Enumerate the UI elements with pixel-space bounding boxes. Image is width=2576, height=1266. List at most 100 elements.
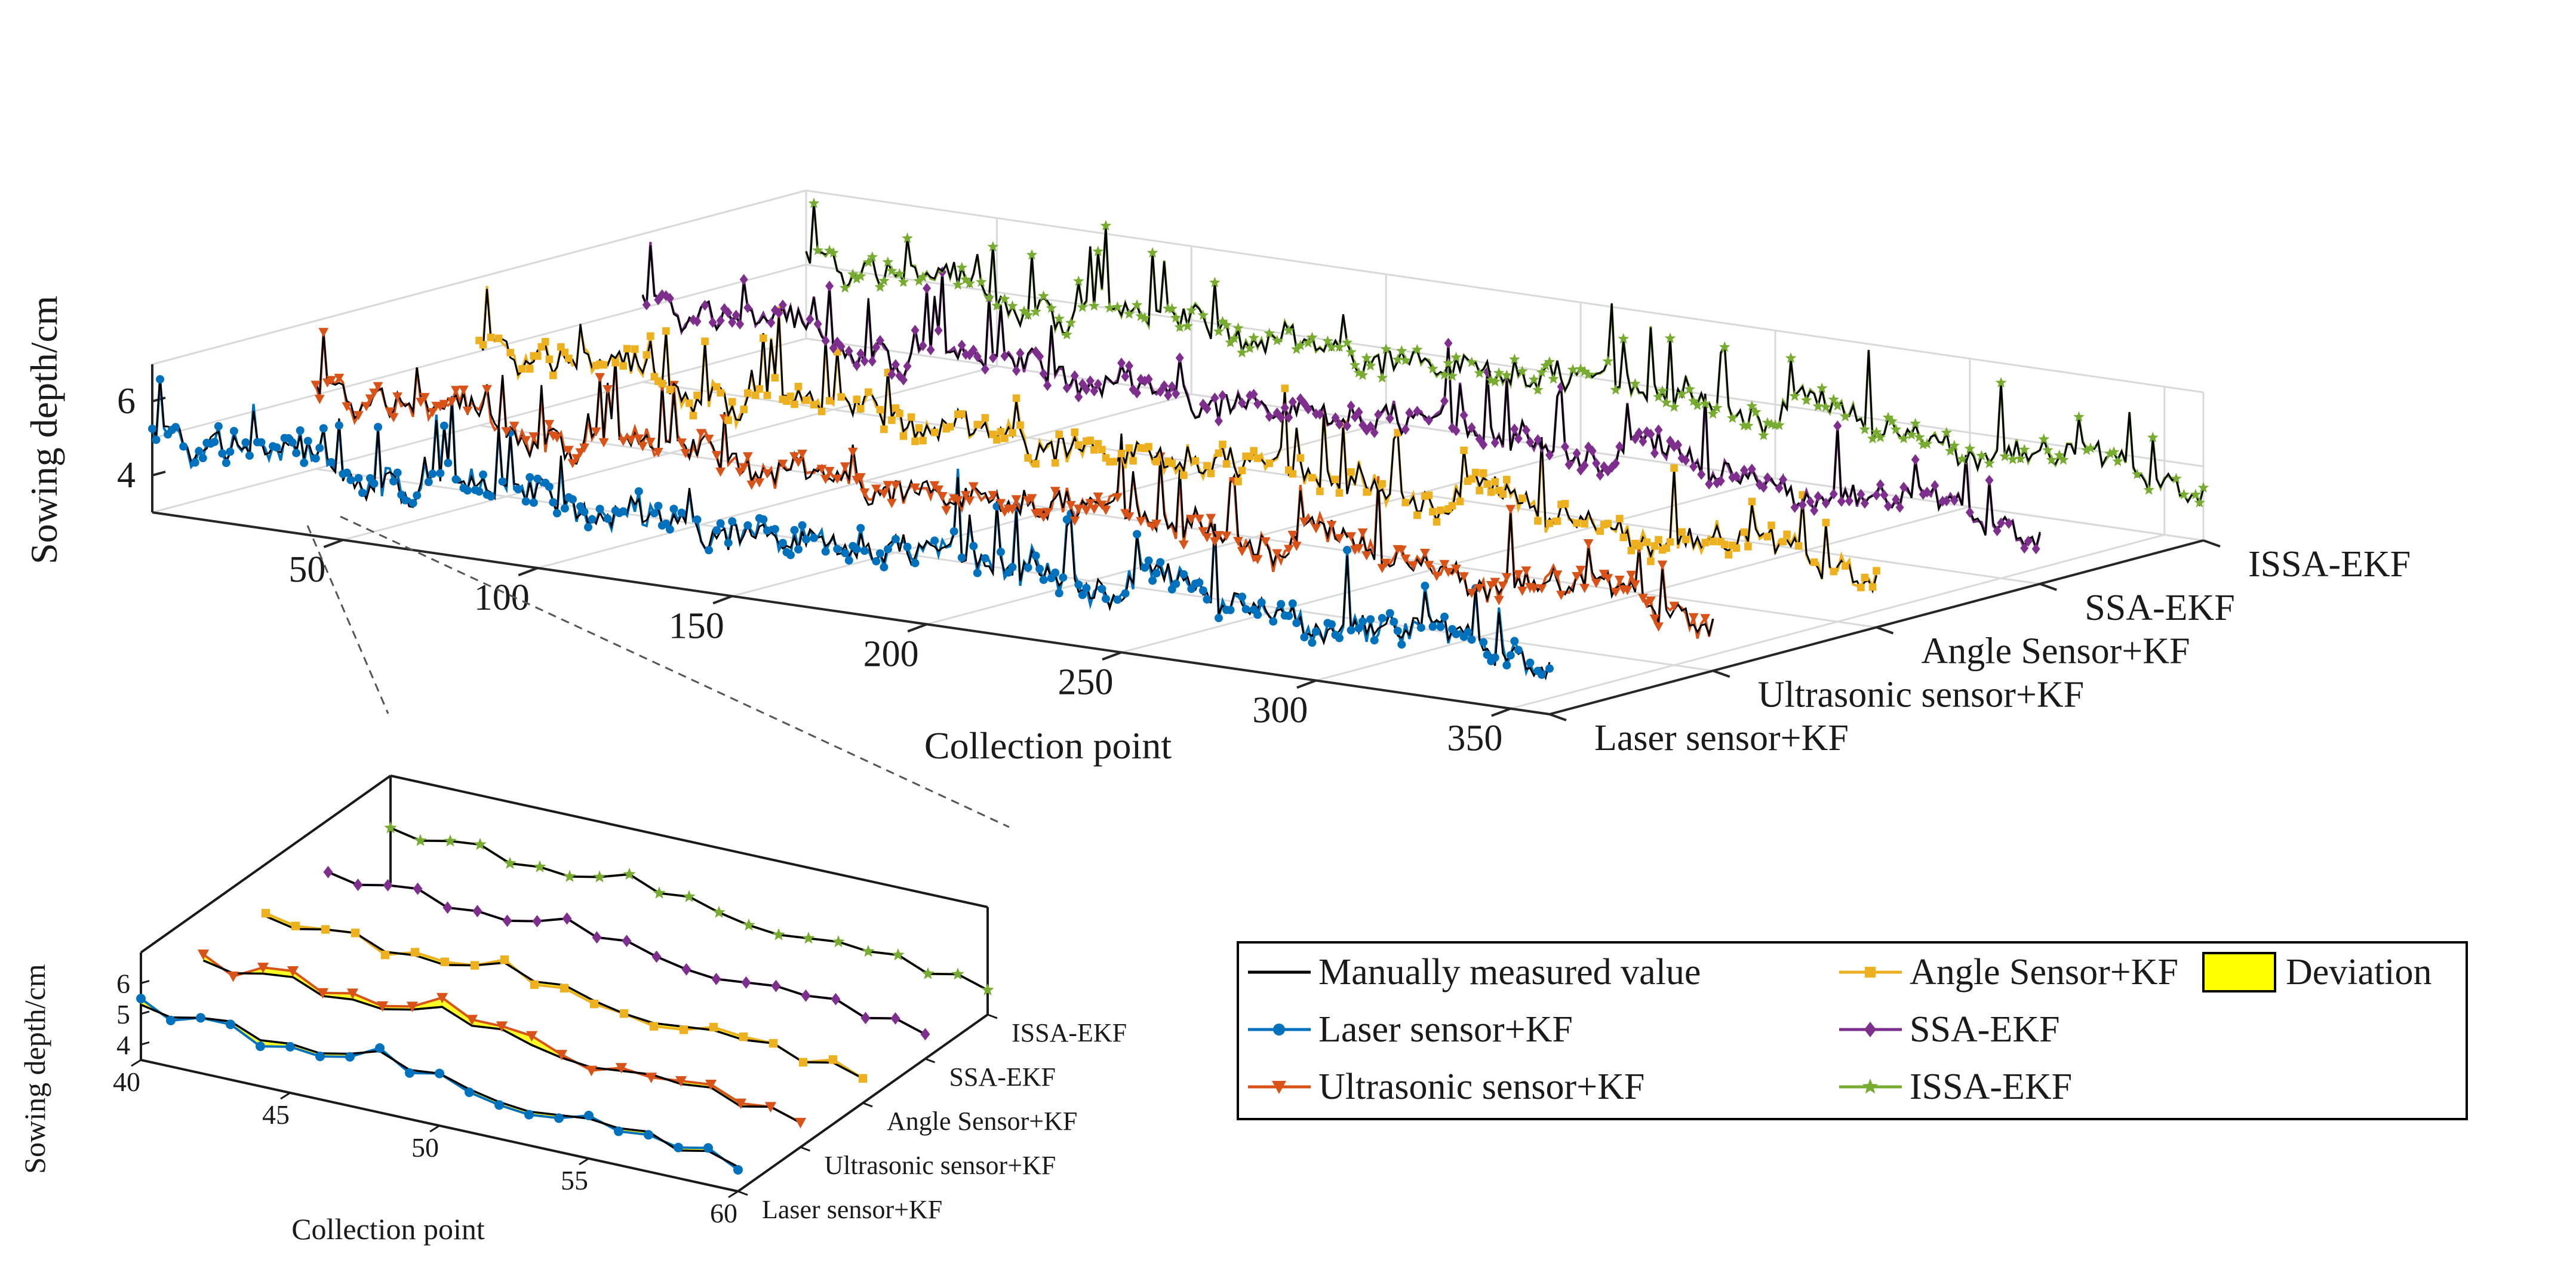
data-point-2 [837,393,845,401]
data-point-4 [1333,341,1345,352]
inset-data-point [525,1031,538,1042]
data-point-2 [946,423,954,431]
inset-deviation-area [203,954,801,1123]
data-point-3 [1634,427,1643,438]
inset-data-point [589,999,599,1009]
legend-item: Angle Sensor+KF [1839,952,2178,992]
data-point-3 [1354,407,1363,418]
data-point-2 [1701,539,1710,546]
data-point-4 [1065,317,1077,328]
legend-label: Angle Sensor+KF [1910,952,2178,992]
inset-data-point [614,1126,623,1136]
inset-data-point [771,979,781,992]
inset-z-axis-label: Sowing depth/cm [18,964,51,1173]
data-point-2 [1647,557,1655,566]
data-point-3 [1370,427,1379,438]
data-point-4 [1913,431,1925,443]
data-point-3 [875,335,884,346]
data-point-3 [852,359,861,371]
data-point-3 [844,345,853,357]
data-point-3 [736,318,745,330]
data-point-0 [346,475,355,484]
data-point-0 [1514,646,1523,654]
data-point-0 [677,508,686,517]
data-point-3 [708,316,717,328]
data-point-3 [1214,415,1223,427]
data-point-2 [658,380,666,388]
inset-z-tick [140,1010,150,1015]
x-tick-label: 300 [1252,690,1308,731]
data-point-2 [1055,431,1063,438]
data-point-2 [973,420,982,429]
data-point-4 [2190,488,2202,500]
data-point-3 [1790,502,1799,513]
data-point-2 [1168,459,1176,468]
x-tick-mark [712,595,733,605]
inset-data-point [410,948,420,957]
data-point-4 [1687,395,1699,406]
data-point-4 [1446,370,1458,381]
data-point-4 [1295,339,1307,351]
data-point-4 [1395,345,1407,356]
data-point-4 [1536,366,1548,377]
data-point-1 [645,438,656,447]
data-point-3 [1533,434,1542,445]
data-point-4 [1758,429,1769,441]
data-point-0 [844,556,853,565]
data-point-4 [1984,457,1995,469]
inset-data-point [226,1019,235,1030]
inset-data-point [645,1073,657,1083]
data-point-3 [1829,488,1838,500]
data-point-2 [1830,567,1838,576]
inset-data-point [585,1065,598,1077]
inset-data-point [772,928,785,941]
data-point-3 [2031,543,2040,555]
data-point-2 [993,436,1001,444]
data-point-3 [1564,459,1573,471]
data-point-2 [1724,551,1733,559]
inset-x-tick [280,1092,291,1100]
inset-x-tick-label: 55 [561,1165,588,1196]
inset-data-point [376,1001,389,1012]
data-point-1 [1517,586,1527,596]
data-point-3 [1016,348,1025,359]
data-point-0 [370,479,379,488]
data-point-0 [288,438,297,447]
data-point-4 [1438,368,1450,380]
data-point-3 [1043,380,1052,391]
data-point-1 [1050,487,1060,496]
data-point-1 [1610,588,1621,597]
data-point-4 [1072,275,1084,286]
data-point-2 [1332,475,1339,484]
data-point-3 [829,342,838,354]
data-point-1 [816,465,827,474]
data-point-2 [856,405,865,413]
data-point-0 [525,473,534,482]
data-point-1 [634,434,644,444]
inset-data-point [502,914,512,927]
wall-edge [152,189,807,365]
inset-z-tick [140,1041,150,1046]
legend-swatch-marker [1862,1078,1879,1094]
data-point-4 [1886,415,1898,426]
inset-data-point [794,1117,807,1129]
data-point-2 [623,345,631,353]
data-point-3 [1755,479,1764,490]
data-point-0 [1483,650,1492,659]
data-point-1 [439,400,450,409]
data-point-0 [1179,570,1188,579]
data-point-0 [957,553,966,562]
data-point-0 [665,525,674,534]
data-point-3 [1747,463,1756,475]
data-point-3 [1467,422,1476,434]
data-point-3 [1374,409,1383,420]
data-point-2 [1561,500,1569,508]
data-point-4 [854,270,866,281]
data-point-3 [1164,390,1173,401]
data-point-4 [1579,365,1590,377]
data-point-4 [1941,426,1953,438]
data-point-3 [1136,374,1145,385]
data-point-4 [2194,497,2205,508]
data-point-3 [1600,461,1609,472]
inset-data-point [733,1165,743,1175]
